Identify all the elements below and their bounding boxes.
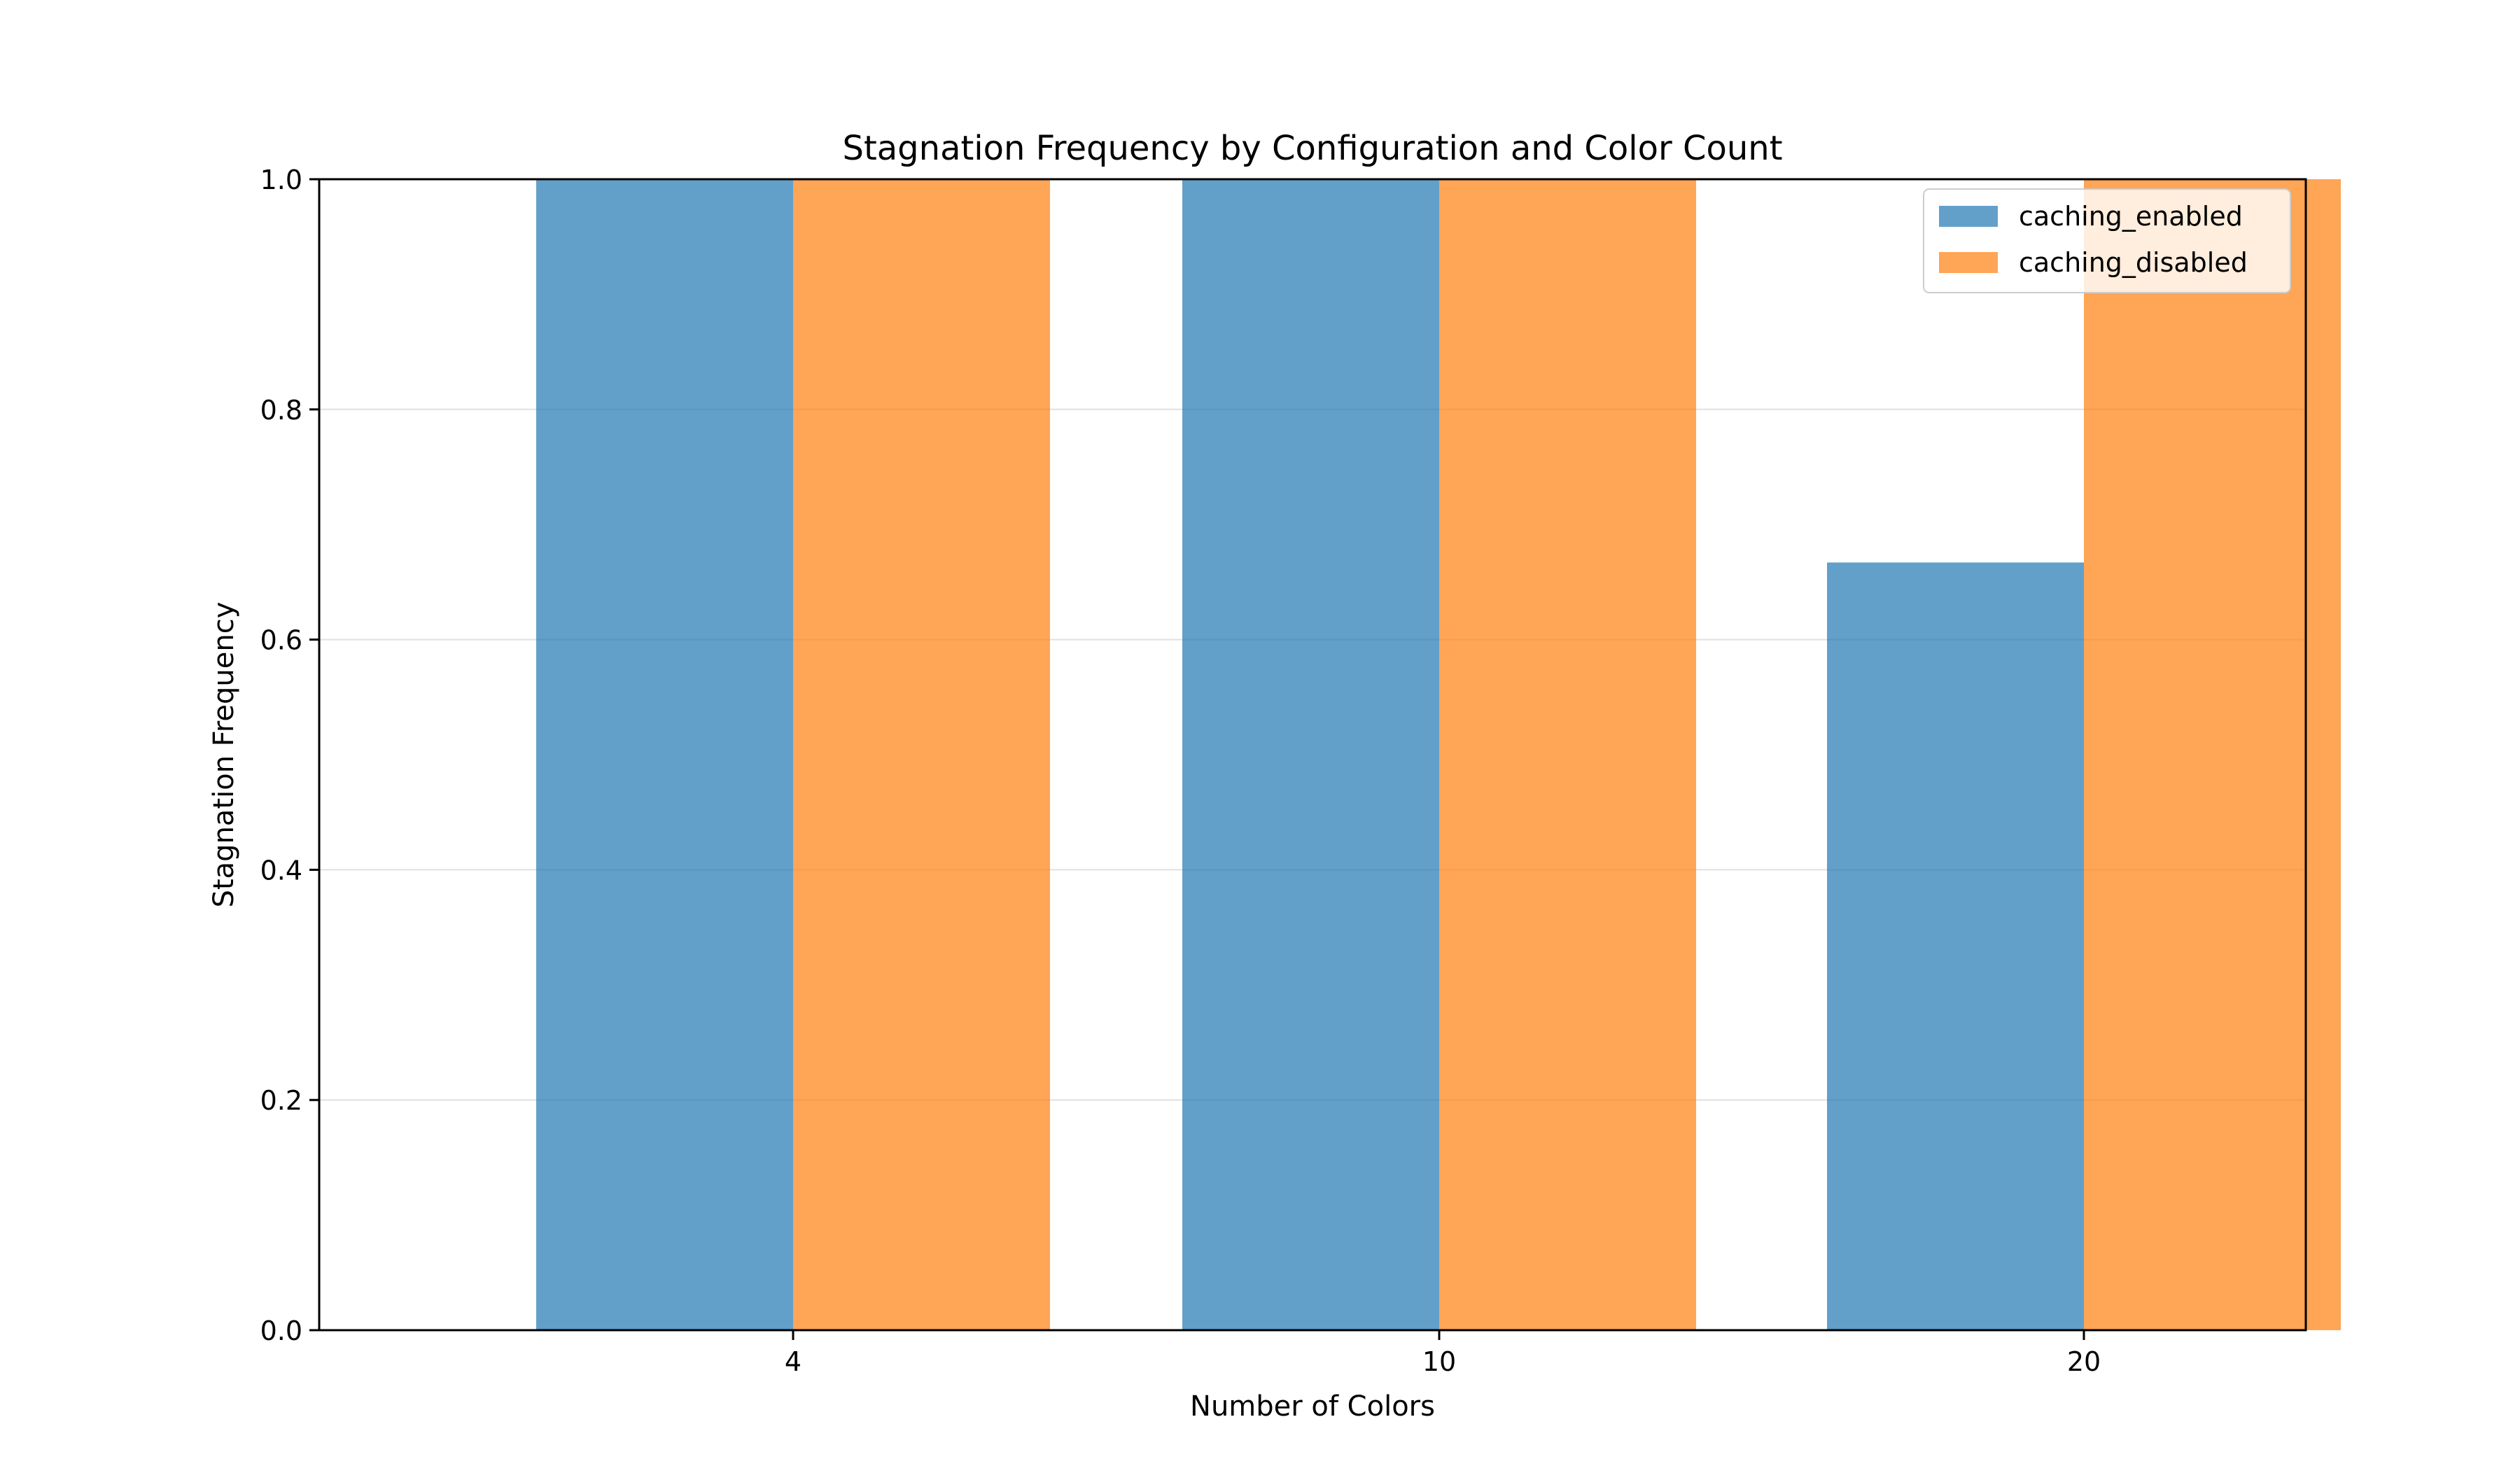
x-axis-label: Number of Colors	[1190, 1390, 1435, 1423]
x-tick-label: 10	[1422, 1346, 1456, 1377]
y-tick-label: 1.0	[260, 165, 302, 195]
axis-layer: 0.0 0.2 0.4 0.6 0.8 1.0 4 10 20	[260, 165, 2101, 1377]
y-axis-label: Stagnation Frequency	[208, 602, 240, 908]
x-tick-label: 20	[2067, 1346, 2101, 1377]
legend-swatch-caching_enabled	[1939, 206, 1998, 227]
y-tick-label: 0.6	[260, 625, 302, 656]
bar-caching_disabled-10	[1439, 179, 1696, 1330]
bar-caching_enabled-20	[1827, 562, 2084, 1330]
legend-swatch-caching_disabled	[1939, 252, 1998, 273]
legend-label-caching_disabled: caching_disabled	[2019, 247, 2248, 278]
bar-caching_enabled-4	[536, 179, 793, 1330]
bar-layer	[536, 179, 2341, 1330]
legend: caching_enabled caching_disabled	[1923, 188, 2291, 293]
y-tick-label: 0.0	[260, 1315, 302, 1346]
plot-frame	[318, 178, 2307, 1332]
bar-caching_disabled-4	[793, 179, 1050, 1330]
legend-label-caching_enabled: caching_enabled	[2019, 201, 2243, 232]
chart-title: Stagnation Frequency by Configuration an…	[842, 129, 1782, 168]
legend-box	[1923, 188, 2291, 293]
bar-caching_disabled-20	[2084, 179, 2341, 1330]
bar-caching_enabled-10	[1182, 179, 1439, 1330]
y-tick-label: 0.4	[260, 855, 302, 886]
y-tick-label: 0.8	[260, 395, 302, 426]
x-tick-label: 4	[785, 1346, 802, 1377]
y-tick-label: 0.2	[260, 1085, 302, 1116]
